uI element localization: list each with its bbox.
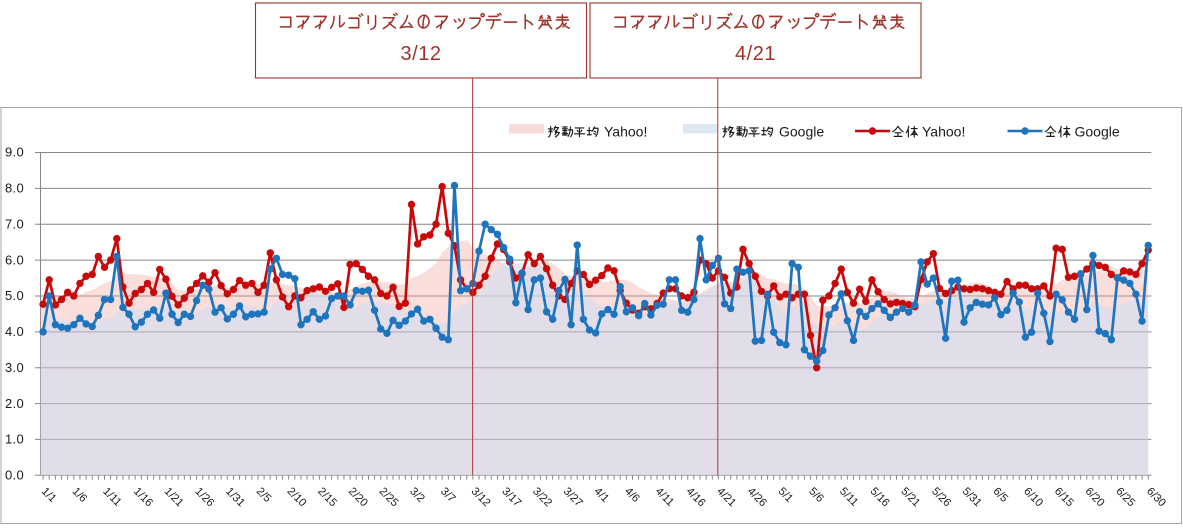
svg-text:3.0: 3.0 [5, 360, 24, 375]
svg-text:Google: Google [779, 124, 824, 140]
svg-text:4.0: 4.0 [5, 324, 24, 339]
svg-text:Yahoo!: Yahoo! [604, 124, 647, 140]
svg-text:4/21: 4/21 [735, 43, 776, 65]
svg-text:6.0: 6.0 [5, 252, 24, 267]
svg-text:3/12: 3/12 [401, 43, 442, 65]
svg-text:1.0: 1.0 [5, 432, 24, 447]
svg-text:8.0: 8.0 [5, 181, 24, 196]
svg-text:Yahoo!: Yahoo! [922, 124, 965, 140]
svg-text:5.0: 5.0 [5, 288, 24, 303]
svg-text:0.0: 0.0 [5, 468, 24, 483]
svg-text:7.0: 7.0 [5, 216, 24, 231]
svg-text:9.0: 9.0 [5, 145, 24, 160]
svg-text:Google: Google [1075, 124, 1120, 140]
svg-text:2.0: 2.0 [5, 396, 24, 411]
